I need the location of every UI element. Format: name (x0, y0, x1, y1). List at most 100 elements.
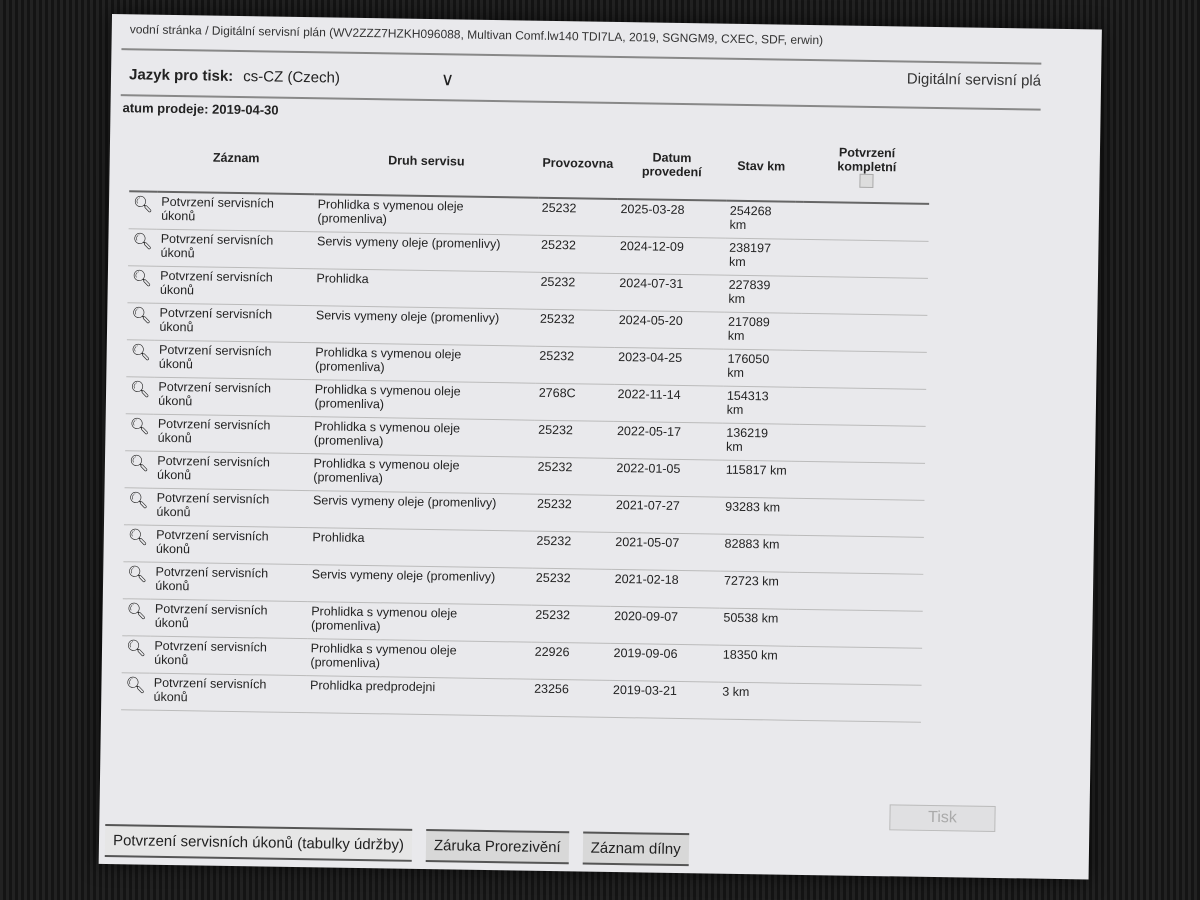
empty-cell (802, 239, 929, 279)
record-cell: Potvrzení servisních úkonů (153, 414, 311, 454)
date-cell: 2025-03-28 (616, 198, 726, 239)
magnifier-icon[interactable]: 🔍︎ (122, 561, 152, 600)
mileage-cell: 227839 km (724, 275, 795, 314)
mileage-cell: 238197 km (724, 238, 795, 277)
empty-cell (796, 609, 923, 649)
service-type-cell: Prohlidka s vymenou oleje (promenliva) (310, 379, 535, 421)
magnifier-icon[interactable]: 🔍︎ (126, 302, 156, 341)
service-type-cell: Prohlidka (312, 268, 537, 310)
record-cell: Potvrzení servisních úkonů (152, 488, 310, 528)
magnifier-icon[interactable]: 🔍︎ (121, 672, 150, 711)
document-title: Digitální servisní plá (906, 70, 1042, 90)
magnifier-icon[interactable]: 🔍︎ (123, 487, 153, 526)
record-cell: Potvrzení servisních úkonů (156, 229, 314, 269)
service-type-cell: Prohlidka s vymenou oleje (promenliva) (309, 416, 535, 458)
service-type-cell: Prohlidka predprodejni (305, 675, 531, 717)
workshop-cell: 25232 (533, 420, 614, 459)
mileage-cell: 254268 km (725, 200, 796, 240)
date-cell: 2019-03-21 (608, 680, 719, 720)
mileage-cell: 176050 km (723, 349, 794, 388)
date-cell: 2022-01-05 (612, 458, 722, 498)
empty-cell (795, 646, 923, 686)
service-type-cell: Servis vymeny oleje (promenlivy) (312, 231, 538, 273)
empty-cell (798, 498, 925, 538)
date-cell: 2024-05-20 (614, 310, 725, 350)
service-type-cell: Servis vymeny oleje (promenlivy) (307, 564, 533, 606)
magnifier-icon[interactable]: 🔍︎ (126, 339, 156, 378)
magnifier-icon[interactable]: 🔍︎ (128, 191, 158, 230)
tab-1[interactable]: Záruka Prorezivění (425, 829, 569, 865)
record-cell: Potvrzení servisních úkonů (149, 673, 307, 713)
mileage-cell: 217089 km (723, 312, 794, 351)
magnifier-icon[interactable]: 🔍︎ (125, 376, 155, 415)
tab-bar: Potvrzení servisních úkonů (tabulky údrž… (104, 823, 703, 867)
date-cell: 2024-12-09 (615, 236, 726, 276)
select-all-checkbox[interactable] (859, 173, 874, 188)
tab-2[interactable]: Záznam dílny (582, 831, 689, 867)
date-cell: 2021-05-07 (610, 532, 721, 572)
record-cell: Potvrzení servisních úkonů (155, 266, 313, 306)
column-header: Datum provedení (616, 129, 728, 201)
service-type-cell: Prohlidka s vymenou oleje (promenliva) (309, 453, 534, 495)
workshop-cell: 25232 (532, 531, 612, 570)
mileage-cell: 82883 km (720, 534, 791, 573)
sale-date: atum prodeje: 2019-04-30 (122, 100, 279, 118)
magnifier-icon[interactable]: 🔍︎ (128, 228, 157, 267)
mileage-cell: 154313 km (722, 386, 793, 425)
mileage-cell: 136219 km (721, 423, 792, 462)
empty-cell (801, 313, 928, 353)
workshop-cell: 23256 (529, 679, 610, 718)
column-header: Potvrzení kompletní (803, 132, 931, 204)
service-table: Záznam Druh servisu Provozovna Datum proved… (121, 122, 931, 723)
record-cell: Potvrzení servisních úkonů (154, 377, 311, 417)
record-cell: Potvrzení servisních úkonů (154, 340, 312, 380)
record-cell: Potvrzení servisních úkonů (152, 451, 310, 491)
empty-cell (799, 424, 926, 464)
magnifier-icon[interactable]: 🔍︎ (122, 598, 152, 637)
magnifier-icon[interactable]: 🔍︎ (125, 413, 155, 452)
workshop-cell: 25232 (535, 309, 615, 348)
record-cell: Potvrzení servisních úkonů (151, 562, 308, 602)
empty-cell (797, 535, 924, 575)
magnifier-icon[interactable]: 🔍︎ (123, 524, 153, 563)
divider (121, 48, 1042, 65)
service-type-cell: Servis vymeny oleje (promenlivy) (311, 305, 537, 347)
tab-0[interactable]: Potvrzení servisních úkonů (tabulky údrž… (104, 823, 413, 862)
mileage-cell: 115817 km (721, 460, 792, 499)
date-cell: 2019-09-06 (609, 643, 720, 683)
chevron-down-icon[interactable]: ∨ (440, 69, 455, 90)
magnifier-icon[interactable]: 🔍︎ (124, 450, 154, 489)
language-value: cs-CZ (Czech) (243, 68, 341, 87)
workshop-cell: 25232 (534, 346, 615, 385)
column-header (129, 122, 159, 192)
date-cell: 2023-04-25 (613, 347, 724, 387)
date-cell: 2021-07-27 (611, 495, 722, 535)
column-header: Provozovna (537, 128, 618, 199)
column-header: Stav km (725, 131, 797, 202)
mileage-cell: 50538 km (719, 608, 790, 647)
workshop-cell: 25232 (531, 568, 611, 607)
mileage-cell: 93283 km (720, 497, 791, 536)
service-type-cell: Prohlidka s vymenou oleje (promenliva) (306, 601, 532, 643)
magnifier-icon[interactable]: 🔍︎ (121, 635, 151, 674)
service-type-cell: Prohlidka s vymenou oleje (promenliva) (306, 638, 531, 680)
column-header: Druh servisu (313, 125, 539, 198)
empty-cell (802, 201, 930, 242)
date-cell: 2022-05-17 (612, 421, 723, 461)
column-header: Záznam (157, 122, 315, 195)
empty-cell (799, 387, 927, 427)
language-select[interactable]: Jazyk pro tisk: cs-CZ (Czech) (129, 66, 340, 86)
record-cell: Potvrzení servisních úkonů (149, 636, 307, 676)
workshop-cell: 25232 (536, 235, 617, 274)
date-cell: 2024-07-31 (614, 273, 725, 313)
workshop-cell: 22926 (530, 642, 610, 681)
mileage-cell: 3 km (717, 682, 788, 721)
magnifier-icon[interactable]: 🔍︎ (127, 265, 157, 304)
empty-cell (795, 683, 922, 723)
service-type-cell: Prohlidka s vymenou oleje (promenliva) (310, 342, 536, 384)
service-type-cell: Prohlidka (308, 527, 533, 569)
printed-page: vodní stránka / Digitální servisní plán … (98, 14, 1102, 880)
empty-cell (800, 350, 927, 390)
print-button[interactable]: Tisk (889, 804, 996, 832)
record-cell: Potvrzení servisních úkonů (150, 599, 308, 639)
